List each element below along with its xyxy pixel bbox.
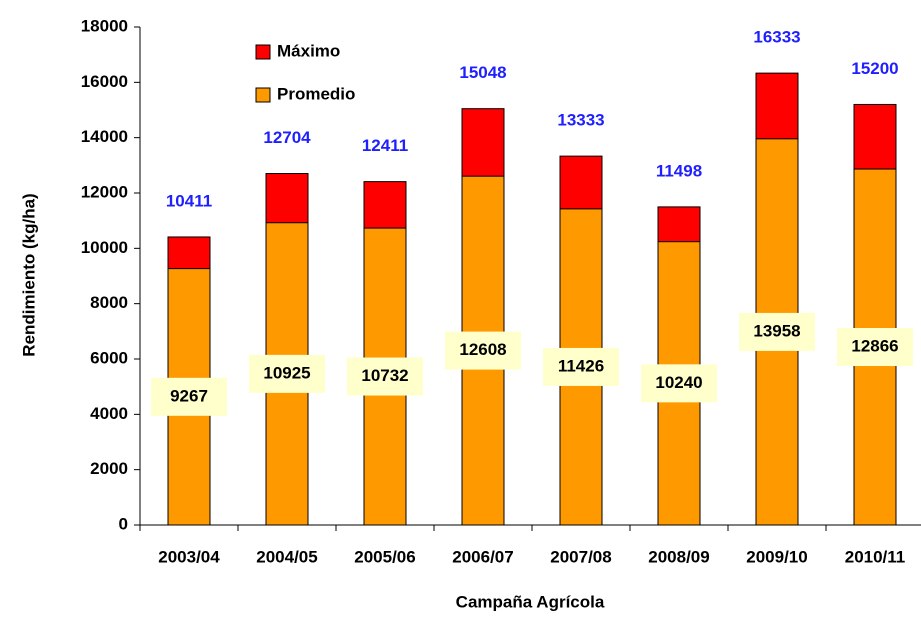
x-tick-label: 2007/08 bbox=[550, 547, 611, 566]
value-label-box bbox=[249, 354, 325, 393]
y-tick-label: 18000 bbox=[81, 16, 128, 35]
value-label: 12608 bbox=[459, 340, 506, 359]
x-tick-label: 2008/09 bbox=[648, 547, 709, 566]
x-tick-label: 2004/05 bbox=[256, 547, 317, 566]
legend-label: Máximo bbox=[277, 41, 340, 60]
value-label-box bbox=[543, 347, 619, 386]
value-label: 12411 bbox=[362, 136, 408, 155]
y-axis-title: Rendimiento (kg/ha) bbox=[19, 193, 38, 356]
value-label: 13958 bbox=[753, 321, 800, 340]
value-label: 15048 bbox=[459, 63, 506, 82]
x-tick-label: 2010/11 bbox=[845, 547, 906, 566]
x-axis-title: Campaña Agrícola bbox=[456, 592, 605, 611]
legend-swatch bbox=[255, 87, 271, 103]
value-label: 11426 bbox=[558, 356, 604, 375]
value-label-box bbox=[641, 364, 717, 403]
value-label: 9267 bbox=[170, 386, 208, 405]
y-tick-label: 2000 bbox=[90, 459, 128, 478]
value-label-box bbox=[445, 331, 521, 370]
y-tick-label: 8000 bbox=[90, 293, 128, 312]
legend-label: Promedio bbox=[277, 84, 355, 103]
value-label: 16333 bbox=[753, 28, 800, 47]
value-label-box bbox=[837, 328, 913, 367]
y-tick-label: 14000 bbox=[81, 127, 128, 146]
value-label: 12704 bbox=[263, 128, 311, 147]
value-label: 12866 bbox=[851, 337, 898, 356]
value-label: 10411 bbox=[166, 191, 212, 210]
y-tick-label: 12000 bbox=[81, 182, 128, 201]
y-tick-label: 10000 bbox=[81, 238, 128, 257]
y-tick-label: 16000 bbox=[81, 72, 128, 91]
y-tick-label: 0 bbox=[119, 514, 128, 533]
value-label-box bbox=[739, 312, 815, 351]
x-tick-label: 2005/06 bbox=[354, 547, 415, 566]
value-label-box bbox=[151, 377, 227, 416]
legend-swatch bbox=[255, 44, 271, 60]
y-tick-label: 6000 bbox=[90, 348, 128, 367]
x-tick-label: 2003/04 bbox=[158, 547, 220, 566]
y-tick-label: 4000 bbox=[90, 404, 128, 423]
value-label: 15200 bbox=[851, 59, 898, 78]
value-label: 10732 bbox=[361, 366, 408, 385]
x-tick-label: 2009/10 bbox=[746, 547, 807, 566]
x-tick-label: 2006/07 bbox=[452, 547, 513, 566]
value-label: 11498 bbox=[656, 161, 702, 180]
value-label: 13333 bbox=[557, 111, 604, 130]
value-label: 10925 bbox=[263, 363, 310, 382]
value-label: 10240 bbox=[655, 373, 702, 392]
value-label-box bbox=[347, 357, 423, 396]
